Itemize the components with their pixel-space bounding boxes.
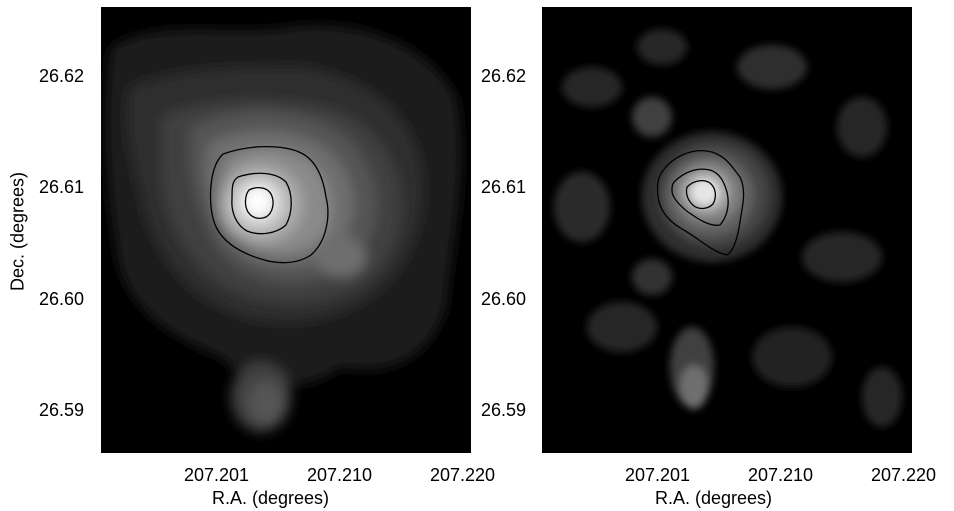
right-ytick-label: 26.60: [481, 289, 527, 309]
right-ytick-label: 26.62: [481, 66, 527, 86]
left-ytick-label: 26.60: [39, 289, 85, 309]
left-contours: [209, 146, 329, 264]
left-y-axis-label: Dec. (degrees): [7, 171, 28, 292]
right-image-panel: [542, 7, 912, 453]
left-image-panel: [101, 7, 471, 453]
left-intensity-map: [101, 7, 471, 453]
left-xtick-label: 207.220: [430, 465, 496, 485]
right-contours: [656, 150, 745, 256]
right-intensity-map: [542, 7, 912, 453]
right-ytick-label: 26.59: [481, 400, 527, 420]
left-ytick-label: 26.62: [39, 66, 85, 86]
left-ytick-label: 26.59: [39, 400, 85, 420]
left-xtick-label: 207.210: [307, 465, 373, 485]
left-xtick-label: 207.201: [184, 465, 250, 485]
left-x-axis-label: R.A. (degrees): [212, 488, 330, 508]
left-ytick-label: 26.61: [39, 177, 85, 197]
right-x-axis-label: R.A. (degrees): [655, 488, 773, 508]
right-xtick-label: 207.210: [748, 465, 814, 485]
right-xtick-label: 207.220: [871, 465, 937, 485]
right-xtick-label: 207.201: [625, 465, 691, 485]
right-ytick-label: 26.61: [481, 177, 527, 197]
